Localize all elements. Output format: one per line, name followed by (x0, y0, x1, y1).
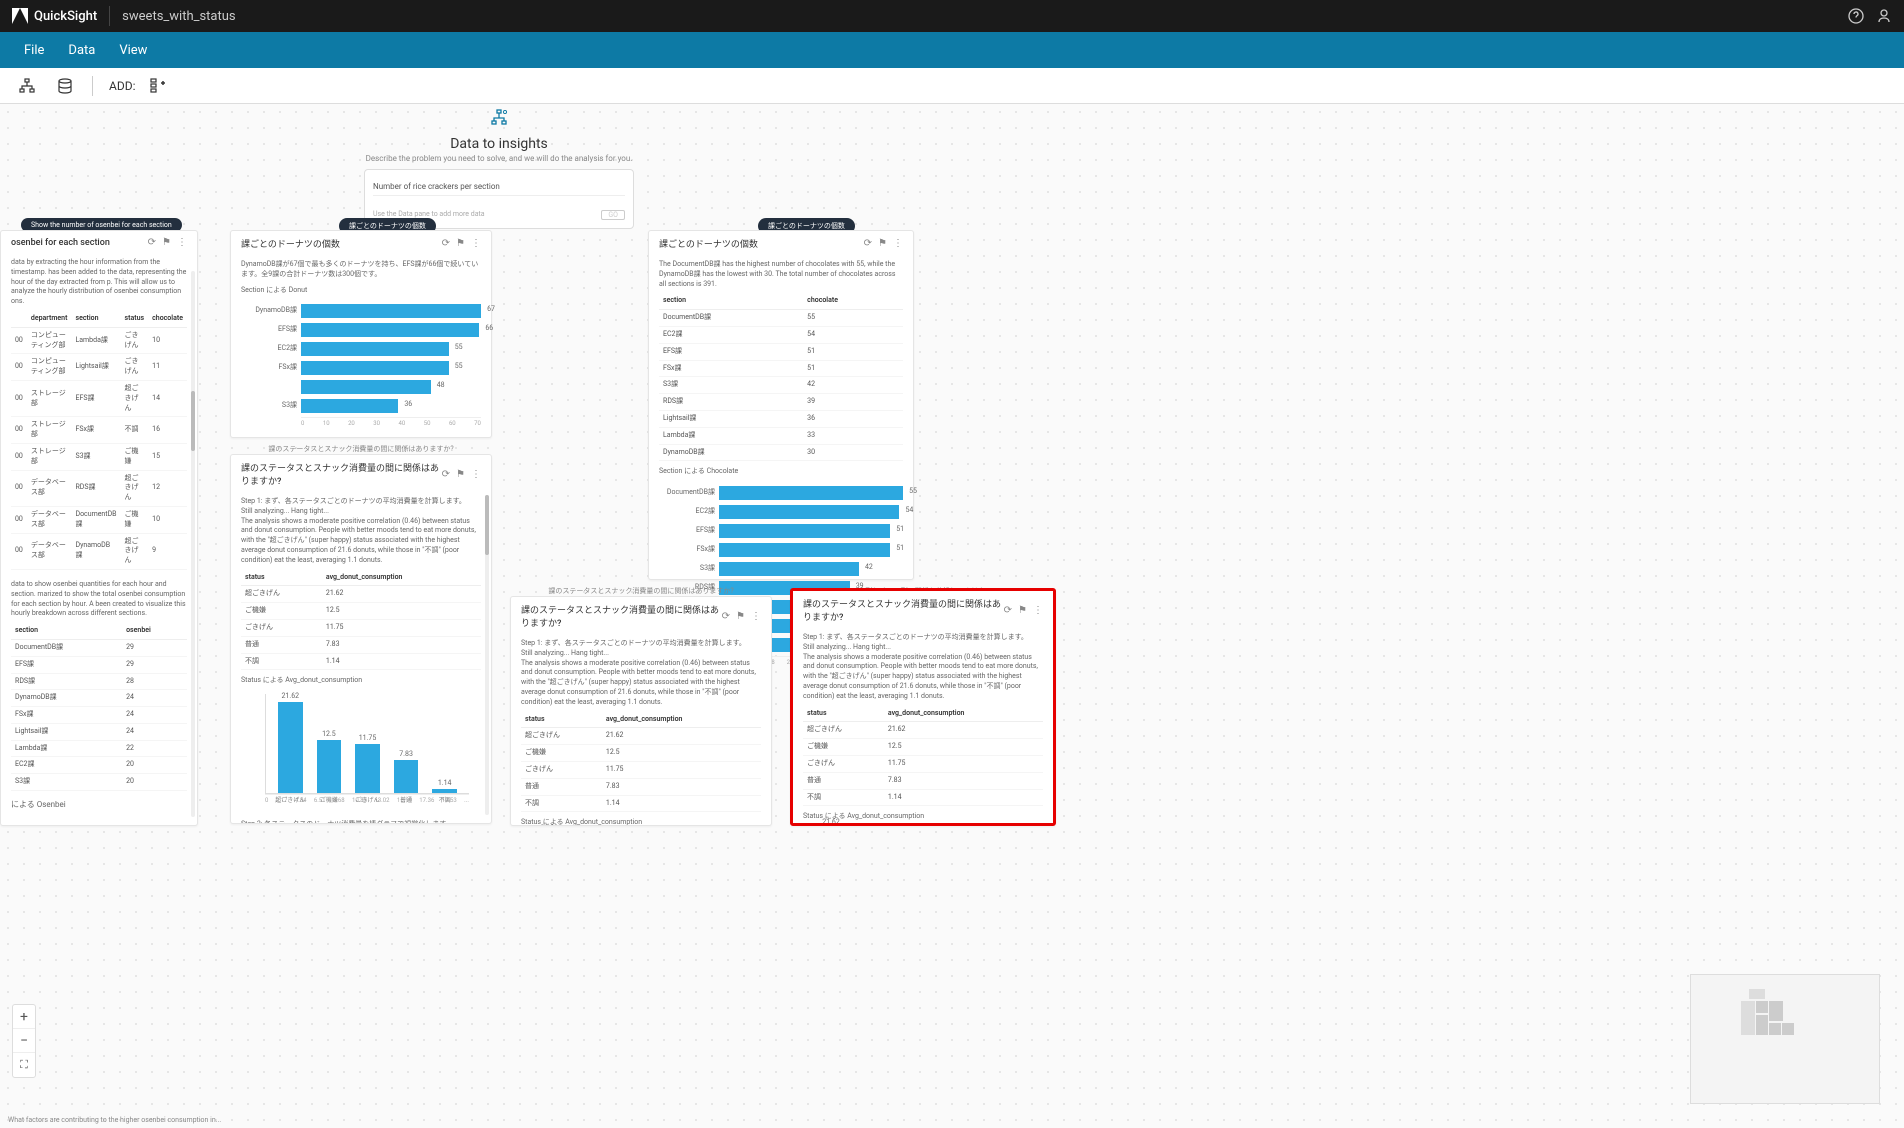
step1: Step 1: まず、各ステータスごとのドーナツの平均消費量を計算します。 (521, 639, 761, 649)
help-icon[interactable] (1848, 8, 1864, 24)
more-icon[interactable]: ⋮ (1033, 605, 1043, 616)
dti-title: Data to insights (364, 136, 634, 152)
panel-relationship-1: 課のステータスとスナック消費量の間に関係はありますか? ⟳ ⚑ ⋮ Step 1: … (230, 454, 492, 824)
dti-go-button[interactable]: GO (601, 210, 625, 220)
axis: 010203040506070 (301, 417, 481, 428)
hierarchy-icon[interactable] (12, 73, 42, 99)
table-2: sectionosenbei DocumentDB課29EFS課29RDS課28… (11, 623, 187, 791)
panel-chocolate: 課ごとのドーナツの個数 ⟳ ⚑ ⋮ The DocumentDB課 has the … (648, 230, 914, 580)
panel-title: osenbei for each section (11, 238, 110, 248)
canvas[interactable]: Data to insights Describe the problem yo… (0, 104, 1904, 1128)
flag-icon[interactable]: ⚑ (456, 238, 465, 249)
divider (109, 6, 110, 26)
menu-file[interactable]: File (12, 43, 56, 58)
step1: Step 1: まず、各ステータスごとのドーナツの平均消費量を計算します。 (803, 633, 1043, 643)
desc: The analysis shows a moderate positive c… (803, 653, 1043, 702)
dti-subtitle: Describe the problem you need to solve, … (364, 154, 634, 163)
menu-view[interactable]: View (107, 43, 159, 58)
table-1: departmentsectionstatuschocolate 00コンピュー… (11, 311, 187, 570)
panel-title: 課ごとのドーナツの個数 (659, 237, 758, 250)
toolbar: ADD: (0, 68, 1904, 104)
app-name: QuickSight (34, 9, 97, 24)
refresh-icon[interactable]: ⟳ (442, 469, 450, 480)
panel-donut: 課ごとのドーナツの個数 ⟳ ⚑ ⋮ DynamoDB課が67個で最も多くのドーナツを… (230, 230, 492, 438)
add-block-icon[interactable] (143, 73, 173, 99)
panel-osenbei: osenbei for each section ⟳ ⚑ ⋮ data by ext… (0, 230, 198, 826)
dti-card: Data to insights Describe the problem yo… (364, 108, 634, 229)
panel-title: 課のステータスとスナック消費量の間に関係はありますか? (241, 461, 442, 487)
desc: The analysis shows a moderate positive c… (521, 659, 761, 708)
more-icon[interactable]: ⋮ (471, 238, 481, 249)
stacked-title: による Osenbei (11, 799, 187, 810)
desc: The analysis shows a moderate positive c… (241, 517, 481, 566)
chart-title: Section による Chocolate (659, 467, 903, 477)
menu-data[interactable]: Data (56, 43, 107, 58)
panel-title: 課ごとのドーナツの個数 (241, 237, 340, 250)
stacked-bar-chart (11, 818, 187, 826)
table: statusavg_donut_consumption超ごきげん21.62ご機嫌… (241, 570, 481, 671)
panel-title: 課のステータスとスナック消費量の間に関係はありますか? (521, 603, 722, 629)
more-icon[interactable]: ⋮ (471, 469, 481, 480)
doc-title: sweets_with_status (122, 9, 235, 24)
dti-input-value: Number of rice crackers per section (373, 178, 625, 196)
table: sectionchocolateDocumentDB課55EC2課54EFS課5… (659, 293, 903, 461)
chart-title: Section による Donut (241, 286, 481, 296)
flag-icon[interactable]: ⚑ (878, 238, 887, 249)
step2: Step 2: 各ステータスのドーナツ消費量を棒グラフで視覚化します。 (241, 820, 481, 824)
analyzing: Still analyzing... Hang tight... (803, 643, 1043, 653)
top-header: QuickSight sweets_with_status (0, 0, 1904, 32)
more-icon[interactable]: ⋮ (177, 237, 187, 248)
database-icon[interactable] (50, 73, 80, 99)
more-icon[interactable]: ⋮ (893, 238, 903, 249)
scrollbar[interactable] (485, 495, 489, 815)
step1: Step 1: まず、各ステータスごとのドーナツの平均消費量を計算します。 (241, 497, 481, 507)
flag-icon[interactable]: ⚑ (162, 237, 171, 248)
flag-icon[interactable]: ⚑ (736, 611, 745, 622)
quicksight-icon (12, 8, 28, 24)
flag-icon[interactable]: ⚑ (1018, 605, 1027, 616)
table: statusavg_donut_consumption超ごきげん21.62ご機嫌… (803, 706, 1043, 807)
scrollbar[interactable] (191, 271, 195, 817)
panel-title: 課のステータスとスナック消費量の間に関係はありますか? (803, 597, 1004, 623)
chart-title: Status による Avg_donut_consumption (241, 676, 481, 686)
desc: data by extracting the hour information … (11, 258, 187, 307)
vbar-chart: 21.62超ごきげん12.5ご機嫌11.75ごきげん7.83普通1.14不調 (265, 694, 469, 794)
refresh-icon[interactable]: ⟳ (148, 237, 156, 248)
analyzing: Still analyzing... Hang tight... (241, 507, 481, 517)
dti-icon (489, 108, 509, 128)
panel-bottom-left: 課のステータスとスナック消費量の間に関係はありますか? ⟳ ⚑ ⋮ Step 1: … (510, 596, 772, 826)
zoom-fit-button[interactable]: ⛶ (13, 1053, 35, 1077)
refresh-icon[interactable]: ⟳ (722, 611, 730, 622)
add-label: ADD: (109, 79, 135, 93)
desc: The DocumentDB課 has the highest number o… (659, 260, 903, 289)
flag-icon[interactable]: ⚑ (456, 469, 465, 480)
zoom-in-button[interactable]: + (13, 1005, 35, 1029)
separator (92, 76, 93, 96)
refresh-icon[interactable]: ⟳ (864, 238, 872, 249)
more-icon[interactable]: ⋮ (751, 611, 761, 622)
menu-bar: File Data View (0, 32, 1904, 68)
user-icon[interactable] (1876, 8, 1892, 24)
zoom-out-button[interactable]: − (13, 1029, 35, 1053)
donut-hbar-chart: DynamoDB課67EFS課66EC2課55FSx課5548S3課36 (241, 303, 481, 414)
analyzing: Still analyzing... Hang tight... (521, 649, 761, 659)
refresh-icon[interactable]: ⟳ (442, 238, 450, 249)
app-logo[interactable]: QuickSight (12, 8, 97, 24)
minimap[interactable] (1690, 974, 1880, 1104)
refresh-icon[interactable]: ⟳ (1004, 605, 1012, 616)
panel-bottom-right: 課のステータスとスナック消費量の間に関係はありますか? ⟳ ⚑ ⋮ Step 1: … (790, 588, 1056, 826)
desc: DynamoDB課が67個で最も多くのドーナツを持ち、EFS課が66個で続いてい… (241, 260, 481, 280)
footer-question: What factors are contributing to the hig… (8, 1116, 221, 1124)
table: statusavg_donut_consumption超ごきげん21.62ご機嫌… (521, 712, 761, 813)
zoom-control: + − ⛶ (12, 1004, 36, 1078)
desc2: data to show osenbei quantities for each… (11, 580, 187, 619)
